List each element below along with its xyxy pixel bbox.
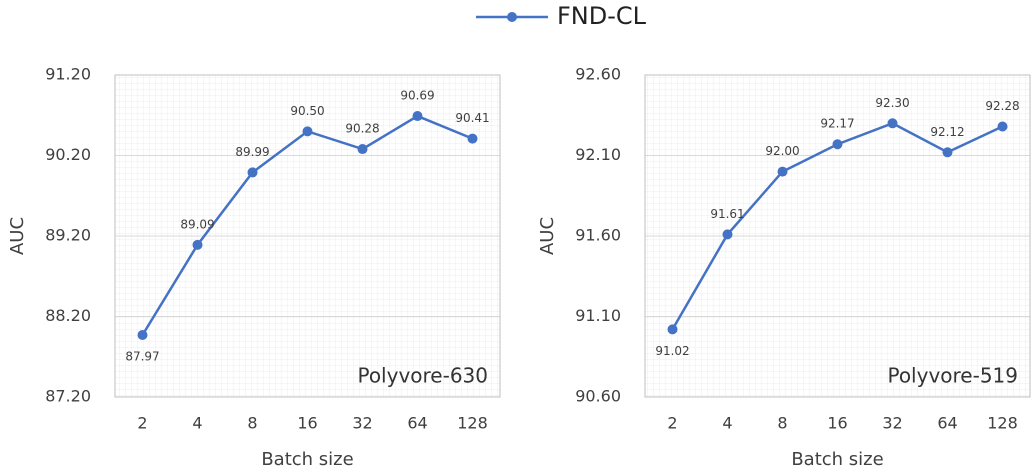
x-tick-label: 32 [882, 414, 902, 433]
data-point [137, 330, 148, 341]
y-tick-label: 91.20 [45, 65, 91, 84]
y-tick-label: 87.20 [45, 387, 91, 406]
x-axis-label: Batch size [261, 449, 353, 470]
annotation: Polyvore-630 [357, 364, 488, 388]
y-tick-label: 92.10 [575, 145, 621, 164]
x-tick-label: 16 [827, 414, 847, 433]
x-tick-label: 2 [667, 414, 677, 433]
data-label: 92.28 [985, 99, 1019, 113]
y-tick-label: 89.20 [45, 226, 91, 245]
data-label: 92.12 [930, 125, 964, 139]
y-tick-label: 92.60 [575, 65, 621, 84]
y-tick-label: 88.20 [45, 306, 91, 325]
y-tick-label: 91.10 [575, 306, 621, 325]
y-tick-label: 90.20 [45, 145, 91, 164]
y-axis-label: AUC [7, 217, 28, 255]
data-label: 92.17 [820, 117, 854, 131]
data-point [942, 147, 953, 158]
x-tick-label: 32 [352, 414, 372, 433]
x-axis-label: Batch size [791, 449, 883, 470]
y-axis-label: AUC [537, 217, 558, 255]
data-point [667, 324, 678, 335]
data-point [777, 166, 788, 177]
legend-marker [507, 12, 517, 22]
data-point [997, 121, 1008, 132]
data-label: 90.69 [400, 89, 434, 103]
x-tick-label: 128 [457, 414, 488, 433]
data-label: 92.30 [875, 96, 909, 110]
data-point [887, 118, 898, 129]
data-label: 89.99 [235, 145, 269, 159]
data-point [247, 167, 258, 178]
x-tick-label: 64 [407, 414, 427, 433]
data-label: 89.09 [180, 217, 214, 231]
data-label: 90.41 [455, 111, 489, 125]
x-tick-label: 8 [777, 414, 787, 433]
data-label: 90.28 [345, 122, 379, 136]
data-point [302, 126, 313, 137]
data-label: 91.02 [655, 344, 689, 358]
data-label: 91.61 [710, 207, 744, 221]
x-tick-label: 2 [137, 414, 147, 433]
x-tick-label: 4 [192, 414, 202, 433]
data-point [192, 239, 203, 250]
x-tick-label: 8 [247, 414, 257, 433]
y-tick-label: 90.60 [575, 387, 621, 406]
data-label: 87.97 [125, 350, 159, 364]
data-point [832, 139, 843, 150]
x-tick-label: 64 [937, 414, 957, 433]
data-point [467, 133, 478, 144]
x-tick-label: 128 [987, 414, 1018, 433]
annotation: Polyvore-519 [887, 364, 1018, 388]
data-label: 92.00 [765, 144, 799, 158]
data-point [412, 111, 423, 122]
data-point [357, 144, 368, 155]
x-tick-label: 16 [297, 414, 317, 433]
plot-border [114, 74, 501, 398]
y-tick-label: 91.60 [575, 226, 621, 245]
plot-border [644, 74, 1031, 398]
data-label: 90.50 [290, 104, 324, 118]
x-tick-label: 4 [722, 414, 732, 433]
legend-label: FND-CL [557, 2, 647, 30]
data-point [722, 229, 733, 240]
